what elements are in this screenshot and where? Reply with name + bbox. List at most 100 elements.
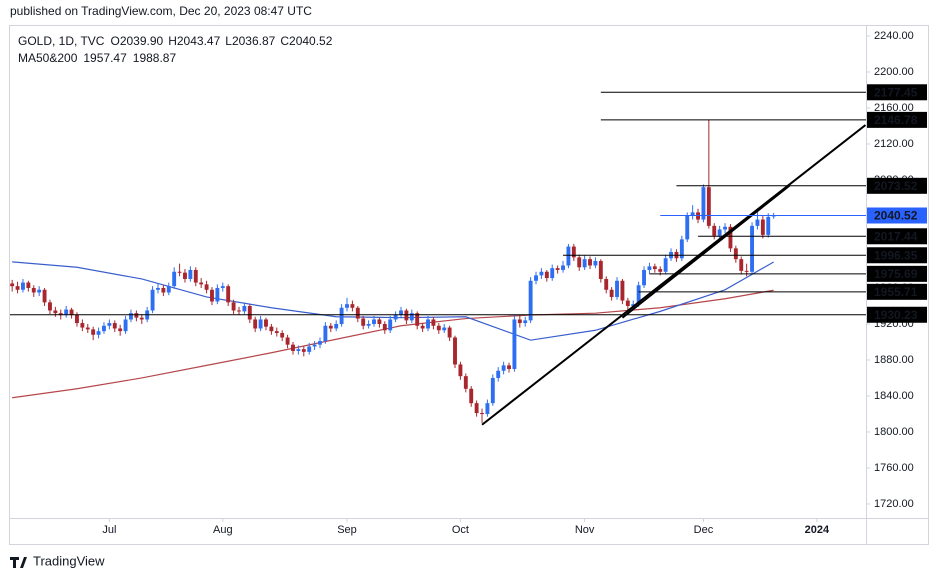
candle-body xyxy=(258,319,263,329)
candle-body xyxy=(512,319,517,369)
candle-body xyxy=(177,271,182,273)
candle-body xyxy=(64,309,69,315)
candle-body xyxy=(588,259,592,266)
level-label: 1955.71 xyxy=(874,285,918,299)
candle-body xyxy=(15,286,20,290)
x-tick-label: Sep xyxy=(337,524,357,536)
candle-body xyxy=(399,310,403,315)
candle-body xyxy=(571,246,576,258)
level-box xyxy=(867,207,927,224)
candle-body xyxy=(220,286,225,288)
candle-body xyxy=(577,257,582,268)
candle-body xyxy=(296,349,301,351)
level-box xyxy=(867,265,927,282)
candle-body xyxy=(361,318,366,326)
y-tick-label: 1760.00 xyxy=(874,462,914,474)
candle-body xyxy=(431,319,436,326)
candle-body xyxy=(48,302,52,311)
ohlc-prefix: O xyxy=(110,34,119,48)
level-label: 2177.45 xyxy=(874,85,918,99)
candle-body xyxy=(507,365,511,369)
candle-body xyxy=(561,265,565,270)
candle-body xyxy=(415,313,420,326)
candle-body xyxy=(107,323,112,326)
candle-body xyxy=(658,269,663,272)
candle-body xyxy=(728,226,733,249)
level-label: 2040.52 xyxy=(874,209,918,223)
candle-body xyxy=(210,289,214,302)
candle-body xyxy=(75,314,79,324)
candle-body xyxy=(739,259,744,271)
candle-body xyxy=(544,271,549,279)
candle-body xyxy=(701,187,706,220)
candle-body xyxy=(123,319,128,332)
level-label: 2146.78 xyxy=(874,113,918,127)
candle-body xyxy=(523,320,528,324)
level-label: 1996.35 xyxy=(874,248,918,262)
candle-body xyxy=(496,370,501,378)
candle-body xyxy=(436,325,441,331)
ohlc-value: 2039.90 xyxy=(120,34,164,48)
candle-body xyxy=(760,219,765,235)
symbol: GOLD, 1D, TVC xyxy=(18,34,105,48)
candle-body xyxy=(463,376,468,389)
ohlc-prefix: L xyxy=(225,34,232,48)
candle-body xyxy=(744,270,749,272)
candle-body xyxy=(58,313,63,315)
x-tick-label: 2024 xyxy=(805,524,830,536)
candle-body xyxy=(318,341,322,345)
candle-body xyxy=(280,332,285,338)
candle-body xyxy=(69,309,74,315)
ohlc-value: 2043.47 xyxy=(177,34,221,48)
candle-body xyxy=(96,331,101,335)
candle-body xyxy=(631,304,636,306)
candle-body xyxy=(582,259,587,268)
candle-body xyxy=(723,226,727,230)
level-label: 2073.52 xyxy=(874,179,918,193)
candle-body xyxy=(307,346,312,352)
candle-body xyxy=(717,229,722,236)
candle-body xyxy=(620,280,625,301)
candle-body xyxy=(172,271,177,287)
x-tick-label: Aug xyxy=(213,524,233,536)
candle-body xyxy=(474,403,479,414)
level-label: 2017.44 xyxy=(874,229,918,243)
candle-body xyxy=(755,219,760,226)
candle-body xyxy=(10,283,15,287)
candle-body xyxy=(706,187,711,226)
level-label: 1975.69 xyxy=(874,267,918,281)
candle-body xyxy=(490,377,495,404)
ohlc-value: 2036.87 xyxy=(232,34,276,48)
candle-body xyxy=(85,327,90,330)
candle-body xyxy=(285,337,290,345)
y-tick-label: 2160.00 xyxy=(874,102,914,114)
candle-body xyxy=(690,212,695,216)
candle-body xyxy=(355,307,360,319)
candle-body xyxy=(301,349,306,352)
candle-body xyxy=(447,327,452,338)
level-box xyxy=(867,111,927,128)
candle-body xyxy=(247,305,252,320)
candle-body xyxy=(312,344,317,347)
y-tick-label: 1880.00 xyxy=(874,354,914,366)
candle-body xyxy=(334,323,339,329)
candle-body xyxy=(345,304,349,308)
candle-body xyxy=(528,280,533,321)
candle-body xyxy=(161,287,166,293)
candle-body xyxy=(150,289,155,311)
candle-body xyxy=(53,310,58,314)
ohlc-value: 2040.52 xyxy=(289,34,333,48)
candle-body xyxy=(458,364,463,377)
candle-body xyxy=(226,286,231,303)
candle-body xyxy=(442,327,447,331)
candle-body xyxy=(80,323,85,328)
candle-body xyxy=(685,215,690,240)
candle-body xyxy=(393,314,398,320)
candle-body xyxy=(593,260,598,266)
candle-body xyxy=(615,280,619,297)
candle-body xyxy=(750,225,754,272)
candle-body xyxy=(231,302,236,311)
legend-value: 1957.47 xyxy=(83,51,127,65)
